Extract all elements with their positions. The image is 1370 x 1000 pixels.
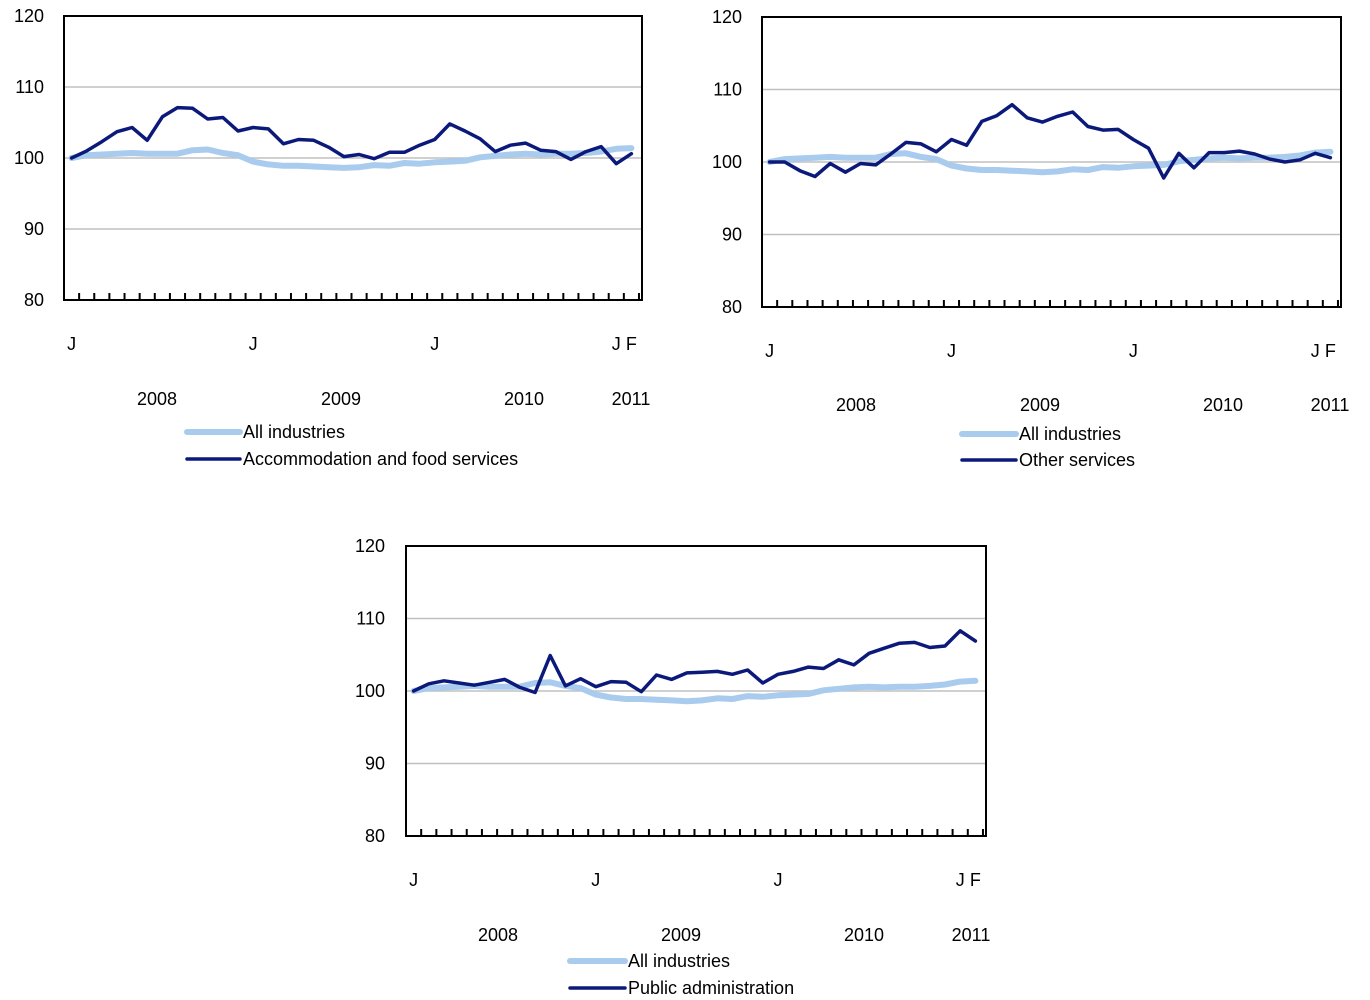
y-tick-label: 120 bbox=[355, 536, 385, 556]
series-line-all-industries bbox=[410, 677, 979, 705]
series-line-sector bbox=[767, 102, 1333, 180]
y-tick-label: 90 bbox=[24, 219, 44, 239]
x-year-label: 2011 bbox=[1311, 395, 1350, 415]
x-month-label: J bbox=[409, 870, 418, 890]
y-tick-label: 90 bbox=[722, 225, 742, 245]
y-tick-label: 100 bbox=[14, 148, 44, 168]
y-tick-label: 80 bbox=[365, 826, 385, 846]
x-month-label: J bbox=[1129, 341, 1138, 361]
y-tick-label: 120 bbox=[712, 7, 742, 27]
legend-label: Other services bbox=[1019, 450, 1135, 470]
y-tick-label: 100 bbox=[355, 681, 385, 701]
plot-frame bbox=[405, 545, 987, 837]
series-line-all-industries bbox=[68, 145, 635, 171]
x-month-label: J bbox=[765, 341, 774, 361]
x-month-label: J bbox=[1311, 341, 1320, 361]
y-tick-label: 100 bbox=[712, 152, 742, 172]
legend-label: Accommodation and food services bbox=[243, 449, 518, 469]
x-month-label: F bbox=[970, 870, 981, 890]
x-year-label: 2008 bbox=[478, 925, 518, 945]
x-month-label: J bbox=[430, 334, 439, 354]
x-month-label: J bbox=[591, 870, 600, 890]
x-year-label: 2011 bbox=[612, 389, 651, 409]
y-tick-label: 110 bbox=[356, 609, 385, 629]
legend-label: All industries bbox=[1019, 424, 1121, 444]
x-month-label: J bbox=[612, 334, 621, 354]
y-tick-label: 80 bbox=[24, 290, 44, 310]
series-line-sector bbox=[411, 629, 978, 695]
x-year-label: 2010 bbox=[1203, 395, 1243, 415]
x-year-label: 2010 bbox=[844, 925, 884, 945]
x-year-label: 2011 bbox=[952, 925, 991, 945]
y-tick-label: 90 bbox=[365, 754, 385, 774]
y-tick-label: 110 bbox=[15, 77, 44, 97]
plot-frame bbox=[63, 15, 643, 301]
x-year-label: 2009 bbox=[321, 389, 361, 409]
x-month-label: J bbox=[773, 870, 782, 890]
x-month-label: J bbox=[67, 334, 76, 354]
plot-frame bbox=[761, 16, 1342, 308]
legend-label: Public administration bbox=[628, 978, 794, 998]
x-month-label: J bbox=[249, 334, 258, 354]
legend-label: All industries bbox=[628, 951, 730, 971]
x-year-label: 2009 bbox=[1020, 395, 1060, 415]
series-line-sector bbox=[69, 105, 634, 166]
x-year-label: 2008 bbox=[836, 395, 876, 415]
y-tick-label: 110 bbox=[713, 80, 742, 100]
y-tick-label: 80 bbox=[722, 297, 742, 317]
x-month-label: J bbox=[956, 870, 965, 890]
x-month-label: F bbox=[626, 334, 637, 354]
x-year-label: 2010 bbox=[504, 389, 544, 409]
x-year-label: 2009 bbox=[661, 925, 701, 945]
x-month-label: F bbox=[1325, 341, 1336, 361]
x-month-label: J bbox=[947, 341, 956, 361]
legend-label: All industries bbox=[243, 422, 345, 442]
x-year-label: 2008 bbox=[137, 389, 177, 409]
series-line-all-industries bbox=[766, 148, 1334, 176]
y-tick-label: 120 bbox=[14, 6, 44, 26]
